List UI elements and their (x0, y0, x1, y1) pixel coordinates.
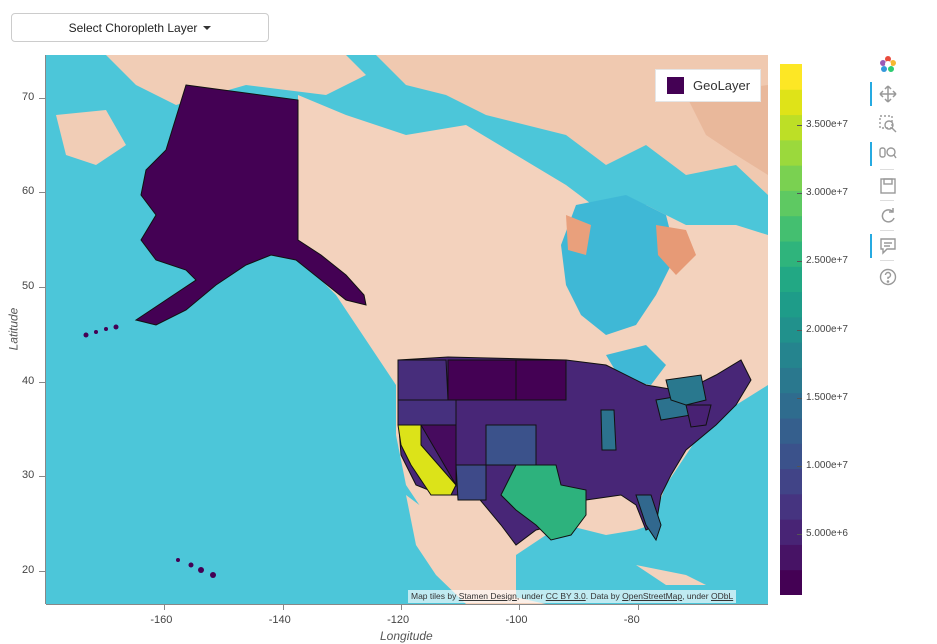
map-legend: GeoLayer (656, 70, 760, 101)
save-icon[interactable] (876, 174, 900, 198)
y-tick (39, 97, 45, 99)
y-tick-label: 20 (22, 563, 35, 576)
colorbar-stripe (780, 215, 802, 242)
colorbar (780, 64, 802, 595)
y-tick (39, 381, 45, 383)
legend-label: GeoLayer (693, 78, 751, 93)
x-tick (519, 604, 521, 610)
colorbar-label: 3.000e+7 (806, 187, 848, 199)
bokeh-logo-icon[interactable] (876, 52, 900, 76)
x-tick-label: -80 (623, 614, 640, 626)
wheel-zoom-active-indicator (870, 142, 872, 166)
y-tick-label: 50 (22, 279, 35, 292)
y-axis-line (45, 55, 46, 604)
wheel-zoom-icon[interactable] (876, 142, 900, 166)
colorbar-tick (797, 533, 802, 535)
toolbar-separator (880, 260, 894, 261)
y-tick (39, 192, 45, 194)
reset-icon[interactable] (876, 204, 900, 228)
colorbar-tick (797, 125, 802, 127)
caret-down-icon (203, 25, 212, 30)
x-tick (401, 604, 403, 610)
attribution-mid2: . Data by (585, 591, 620, 601)
help-icon[interactable] (876, 265, 900, 289)
toolbar-separator (880, 230, 894, 231)
colorbar-tick (797, 261, 802, 263)
colorbar-stripe (780, 493, 802, 520)
y-tick (39, 286, 45, 288)
attribution-link-odbl[interactable]: ODbL (710, 591, 734, 601)
x-axis-line (46, 604, 768, 605)
colorbar-stripe (780, 266, 802, 293)
colorbar-stripe (780, 443, 802, 470)
colorbar-label: 1.000e+7 (806, 459, 848, 471)
y-tick-label: 70 (22, 90, 35, 103)
y-axis-title: Latitude (6, 307, 21, 351)
colorbar-stripe (780, 89, 802, 116)
attribution-link-stamen[interactable]: Stamen Design (458, 591, 517, 601)
colorbar-stripe (780, 64, 802, 90)
dropdown-label: Select Choropleth Layer (68, 20, 198, 35)
colorbar-stripe (780, 544, 802, 571)
pan-active-indicator (870, 82, 872, 106)
x-tick-label: -160 (150, 614, 173, 626)
colorbar-tick (797, 193, 802, 195)
map-tiles (46, 55, 768, 604)
colorbar-stripe (780, 139, 802, 166)
x-tick-label: -140 (268, 614, 291, 626)
colorbar-stripe (780, 316, 802, 343)
colorbar-stripe (780, 367, 802, 394)
colorbar-stripe (780, 190, 802, 217)
colorbar-label: 3.500e+7 (806, 119, 848, 131)
y-tick-label: 60 (22, 185, 35, 198)
legend-swatch (667, 77, 684, 94)
box-zoom-icon[interactable] (876, 112, 900, 136)
colorbar-stripe (780, 342, 802, 368)
colorbar-stripe (780, 569, 802, 595)
x-tick-label: -120 (387, 614, 410, 626)
toolbar-separator (880, 200, 894, 201)
hover-active-indicator (870, 234, 872, 258)
y-tick-label: 40 (22, 374, 35, 387)
x-axis-title: Longitude (380, 629, 433, 643)
colorbar-stripe (780, 418, 802, 444)
colorbar-stripe (780, 114, 802, 141)
colorbar-stripe (780, 291, 802, 318)
colorbar-tick (797, 397, 802, 399)
colorbar-stripe (780, 165, 802, 191)
colorbar-label: 2.500e+7 (806, 255, 848, 267)
map-plot[interactable] (46, 55, 768, 604)
colorbar-stripe (780, 468, 802, 495)
colorbar-stripe (780, 519, 802, 545)
colorbar-tick (797, 329, 802, 331)
attribution-prefix: Map tiles by (411, 591, 457, 601)
y-tick (39, 476, 45, 478)
y-tick (39, 570, 45, 572)
colorbar-label: 2.000e+7 (806, 323, 848, 335)
attribution-mid3: , under (682, 591, 709, 601)
x-tick (637, 604, 639, 610)
y-tick-label: 30 (22, 469, 35, 482)
attribution-link-ccby[interactable]: CC BY 3.0 (545, 591, 586, 601)
pan-icon[interactable] (876, 82, 900, 106)
colorbar-stripe (780, 241, 802, 267)
attribution-mid1: , under (516, 591, 544, 601)
choropleth-layer-dropdown[interactable]: Select Choropleth Layer (11, 13, 269, 42)
x-tick (164, 604, 166, 610)
map-attribution: Map tiles by Stamen Design, under CC BY … (408, 590, 737, 603)
colorbar-label: 1.500e+7 (806, 391, 848, 403)
colorbar-label: 5.000e+6 (806, 527, 848, 539)
toolbar-separator (880, 169, 894, 170)
colorbar-stripe (780, 392, 802, 419)
colorbar-tick (797, 465, 802, 467)
x-tick-label: -100 (505, 614, 528, 626)
attribution-link-osm[interactable]: OpenStreetMap (622, 591, 683, 601)
x-tick (282, 604, 284, 610)
hover-icon[interactable] (876, 234, 900, 258)
